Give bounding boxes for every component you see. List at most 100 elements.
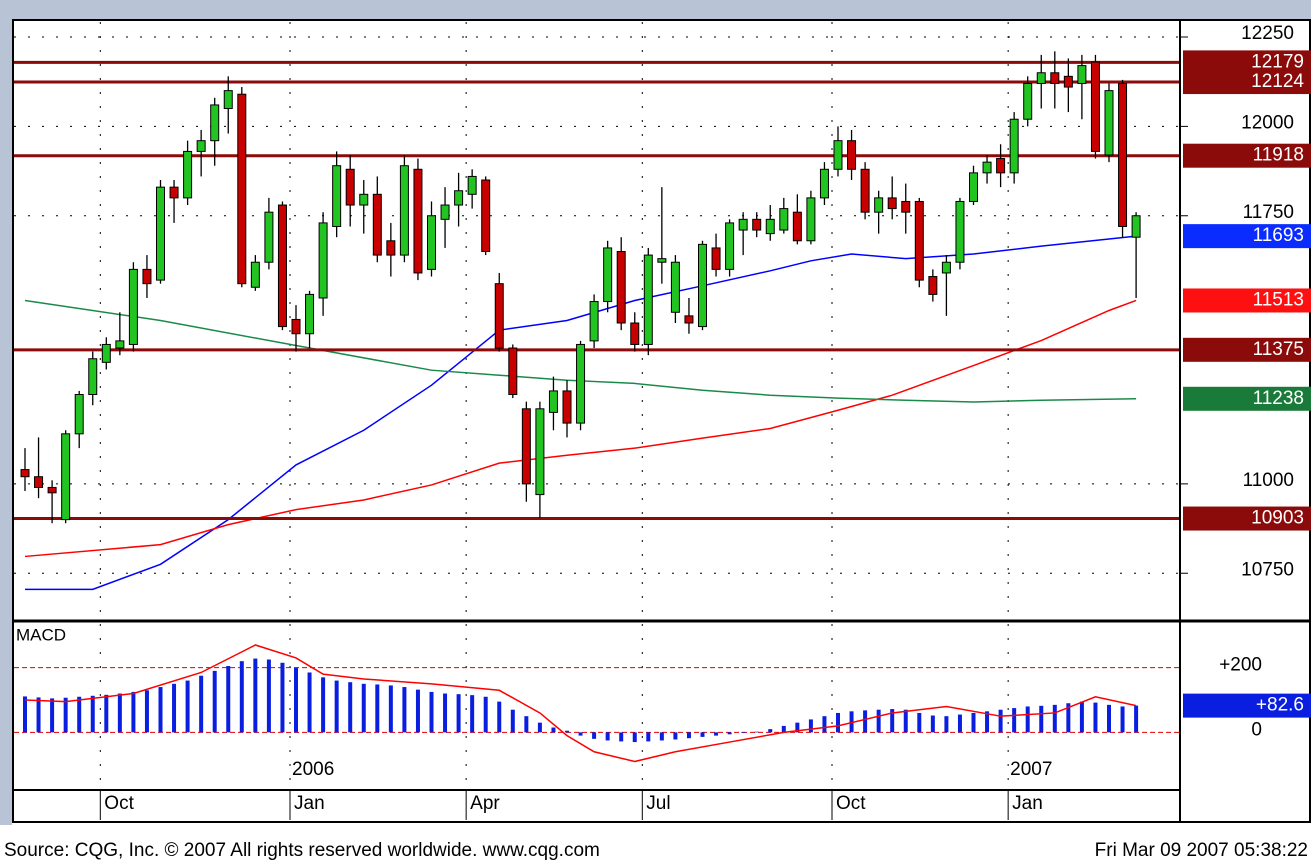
candle-body xyxy=(88,358,98,395)
candle-body xyxy=(779,208,789,231)
histogram-bar xyxy=(212,670,217,733)
candle-body xyxy=(169,186,179,199)
candle-body xyxy=(914,200,924,281)
value-box xyxy=(1183,288,1311,313)
histogram-bar xyxy=(1012,708,1017,733)
candle-body xyxy=(305,293,315,335)
month-label: Jul xyxy=(646,793,670,814)
histogram-bar xyxy=(253,658,258,733)
signal-line xyxy=(24,644,1137,763)
histogram-bar xyxy=(90,695,95,733)
histogram-bar xyxy=(510,709,515,733)
candle-body xyxy=(345,168,355,206)
candle-body xyxy=(698,243,707,328)
histogram-bar xyxy=(1093,702,1098,733)
candle-body xyxy=(291,318,301,335)
histogram-bar xyxy=(239,661,244,733)
window-edge xyxy=(0,0,12,825)
value-box-label: 12124 xyxy=(1251,71,1304,92)
candle-body xyxy=(792,211,802,242)
month-label: Oct xyxy=(104,793,134,814)
value-box-label: 11693 xyxy=(1253,225,1304,246)
histogram-bar xyxy=(659,732,664,741)
histogram-bar xyxy=(537,722,542,733)
histogram-bar xyxy=(795,722,800,733)
histogram-bar xyxy=(158,687,163,733)
candle-body xyxy=(1063,75,1073,88)
candle-body xyxy=(1009,118,1019,174)
histogram-bar xyxy=(144,690,149,733)
histogram-bar xyxy=(686,732,691,739)
histogram-bar xyxy=(280,662,285,733)
histogram-bar xyxy=(266,659,271,733)
candle-body xyxy=(142,268,152,285)
histogram-bar xyxy=(1107,704,1111,733)
histogram-bar xyxy=(456,694,461,733)
value-box-label: 12179 xyxy=(1251,51,1304,72)
histogram-bar xyxy=(307,672,312,733)
candle-body xyxy=(765,218,775,235)
histogram-bar xyxy=(429,691,434,733)
candle-body xyxy=(264,211,274,263)
histogram-bar xyxy=(985,711,990,733)
histogram-bar xyxy=(388,685,393,733)
y-tick-label: 11750 xyxy=(1243,202,1294,223)
candle-body xyxy=(576,343,586,424)
value-box-label: 11918 xyxy=(1253,145,1304,166)
histogram-bar xyxy=(470,695,475,733)
histogram-bar xyxy=(998,709,1003,733)
histogram-bar xyxy=(781,725,786,733)
candle-body xyxy=(643,254,653,345)
candle-body xyxy=(819,168,829,199)
histogram-bar xyxy=(334,680,339,733)
candle-body xyxy=(562,390,572,424)
histogram-bar xyxy=(619,732,624,742)
histogram-bar xyxy=(23,696,27,733)
candle-body xyxy=(535,408,545,496)
histogram-bar xyxy=(808,719,813,733)
value-box xyxy=(1183,224,1311,249)
histogram-bar xyxy=(361,683,366,733)
histogram-bar xyxy=(551,727,556,733)
timestamp: Fri Mar 09 2007 05:38:22 xyxy=(1095,840,1308,861)
y-tick-label: 12000 xyxy=(1241,112,1294,133)
candle-body xyxy=(955,200,965,263)
candle-body xyxy=(74,393,84,435)
histogram-bar xyxy=(77,696,82,733)
histogram-bar xyxy=(524,716,529,733)
histogram-bar xyxy=(443,693,448,733)
candle-body xyxy=(372,193,382,256)
histogram-bar xyxy=(768,729,773,733)
histogram-bar xyxy=(348,682,353,733)
histogram-bar xyxy=(890,709,895,733)
candle-body xyxy=(833,140,843,170)
candle-body xyxy=(996,158,1006,174)
candle-body xyxy=(725,222,735,270)
candle-body xyxy=(1036,72,1046,84)
candle-body xyxy=(982,161,992,174)
histogram-bar xyxy=(944,716,949,733)
candle-body xyxy=(860,168,870,213)
histogram-bar xyxy=(321,677,326,733)
candle-body xyxy=(1104,90,1114,156)
value-box-label: 11238 xyxy=(1253,388,1304,409)
histogram-bar xyxy=(226,666,231,733)
histogram-bar xyxy=(104,694,109,733)
histogram-bar xyxy=(131,691,136,733)
histogram-bar xyxy=(1134,705,1139,733)
histogram-bar xyxy=(957,714,962,733)
histogram-bar xyxy=(632,732,637,743)
candle-body xyxy=(210,104,220,142)
value-box xyxy=(1183,143,1311,168)
y-tick-label: 0 xyxy=(1251,719,1262,740)
moving-average xyxy=(24,299,1137,558)
histogram-bar xyxy=(294,667,298,733)
histogram-bar xyxy=(727,732,732,735)
candle-body xyxy=(1131,215,1141,238)
histogram-bar xyxy=(605,732,610,741)
value-box-label: +82.6 xyxy=(1256,695,1304,716)
candle-body xyxy=(467,175,477,195)
window-strip xyxy=(0,0,1311,20)
histogram-bar xyxy=(917,712,922,733)
histogram-bar xyxy=(565,730,569,733)
